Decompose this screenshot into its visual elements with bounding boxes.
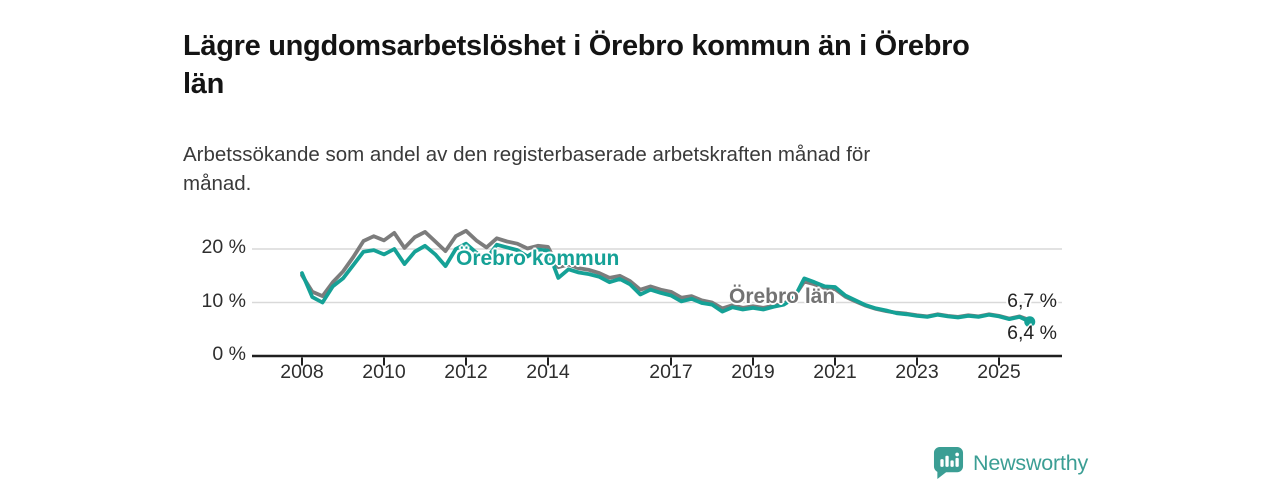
x-tick-label: 2019 (731, 361, 775, 383)
y-tick-label: 10 % (201, 289, 246, 312)
newsworthy-pin-barchart-icon (933, 447, 964, 479)
x-tick-label: 2014 (526, 361, 570, 383)
end-value-label-orebro-lan: 6,7 % (1007, 290, 1057, 312)
chart-title: Lägre ungdomsarbetslöshet i Örebro kommu… (183, 30, 970, 101)
series-line-orebro-lan (300, 228, 1032, 323)
y-tick-label: 20 % (201, 236, 246, 258)
chart-subtitle: Arbetssökande som andel av den registerb… (183, 142, 871, 195)
series-end-dot (1024, 316, 1036, 328)
x-tick-label: 2023 (895, 361, 939, 383)
series-label-orebro-kommun: Örebro kommun (456, 247, 620, 270)
x-tick-label: 2008 (280, 361, 324, 383)
x-tick-label: 2010 (362, 361, 406, 383)
series-label-orebro-lan: Örebro län (729, 285, 836, 308)
newsworthy-logo: Newsworthy (933, 446, 1088, 480)
series-line-orebro-kommun (300, 241, 1032, 324)
x-tick-label: 2021 (813, 361, 857, 383)
x-tick-label: 2025 (977, 361, 1021, 383)
newsworthy-wordmark: Newsworthy (973, 450, 1089, 475)
end-value-label-orebro-kommun: 6,4 % (1007, 322, 1057, 344)
x-tick-label: 2012 (444, 361, 488, 383)
x-tick-label: 2017 (649, 361, 693, 383)
y-tick-label: 0 % (212, 343, 246, 365)
